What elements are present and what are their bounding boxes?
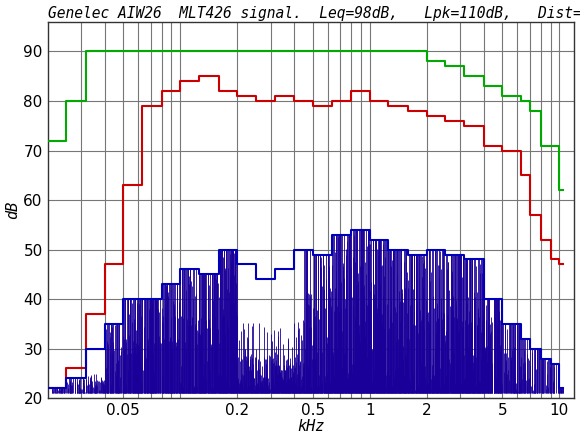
Text: Genelec AIW26  MLT426 signal.  Leq=98dB,   Lpk=110dB,   Dist=-22dB: Genelec AIW26 MLT426 signal. Leq=98dB, L… bbox=[48, 6, 580, 21]
X-axis label: kHz: kHz bbox=[298, 419, 325, 434]
Y-axis label: dB: dB bbox=[6, 201, 20, 219]
